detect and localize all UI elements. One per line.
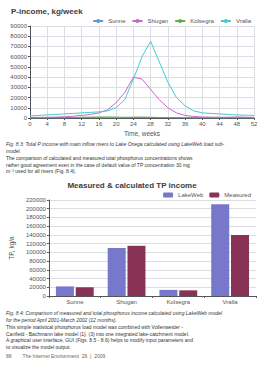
svg-text:70000: 70000	[10, 43, 27, 49]
svg-text:Time, weeks: Time, weeks	[124, 130, 161, 137]
svg-text:m⁻³ used for all rivers (Fig.: m⁻³ used for all rivers (Fig. 8.4).	[6, 168, 76, 174]
svg-text:40: 40	[199, 121, 206, 127]
svg-text:LakeWeb: LakeWeb	[178, 192, 204, 198]
svg-text:rather good agreement even in: rather good agreement even in the case o…	[6, 162, 190, 168]
svg-text:30000: 30000	[10, 84, 27, 90]
svg-text:Fig. 8.4: Comparison of measur: Fig. 8.4: Comparison of measured and tot…	[6, 310, 223, 316]
svg-text:to visualize the model output.: to visualize the model output.	[6, 344, 71, 350]
svg-text:28: 28	[147, 121, 154, 127]
svg-text:Vralla: Vralla	[236, 18, 252, 24]
svg-text:220000: 220000	[26, 197, 47, 203]
svg-text:A graphical user interface, GU: A graphical user interface, GUI (Figs. 8…	[6, 337, 193, 343]
svg-text:Shugan: Shugan	[116, 299, 137, 305]
svg-text:model.: model.	[6, 148, 21, 154]
svg-text:P-income, kg/week: P-income, kg/week	[11, 7, 83, 16]
svg-text:32: 32	[165, 121, 172, 127]
svg-text:80000: 80000	[10, 33, 27, 39]
svg-text:200000: 200000	[26, 206, 47, 212]
svg-text:TP, kg/a: TP, kg/a	[8, 236, 16, 260]
svg-text:12: 12	[78, 121, 85, 127]
svg-text:24: 24	[130, 121, 137, 127]
svg-text:140000: 140000	[26, 232, 47, 238]
svg-text:0: 0	[24, 115, 28, 121]
svg-text:80000: 80000	[29, 258, 46, 264]
svg-text:Sunne: Sunne	[66, 299, 84, 305]
svg-text:20: 20	[113, 121, 120, 127]
svg-text:Kolsegra: Kolsegra	[190, 18, 214, 24]
svg-text:0: 0	[43, 293, 47, 299]
svg-text:This simple statistical phosph: This simple statistical phosphorus load …	[6, 324, 183, 330]
svg-text:Kolsegra: Kolsegra	[167, 299, 191, 305]
svg-text:Vralla: Vralla	[223, 299, 239, 305]
svg-text:160000: 160000	[26, 223, 47, 229]
svg-text:36: 36	[182, 121, 189, 127]
svg-text:52: 52	[251, 121, 258, 127]
svg-text:180000: 180000	[26, 214, 47, 220]
svg-text:20000: 20000	[10, 95, 27, 101]
svg-text:40000: 40000	[29, 276, 46, 282]
svg-text:120000: 120000	[26, 241, 47, 247]
svg-text:The comparison of calculated a: The comparison of calculated and measure…	[6, 155, 193, 161]
svg-text:60000: 60000	[29, 267, 46, 273]
svg-text:Shugan: Shugan	[148, 18, 169, 24]
svg-text:Measured & calculated TP incom: Measured & calculated TP income	[67, 181, 197, 190]
svg-text:Fig. 8.3: Total P income with: Fig. 8.3: Total P income with main inflo…	[6, 141, 225, 147]
svg-text:10000: 10000	[10, 105, 27, 111]
svg-text:100000: 100000	[26, 249, 47, 255]
svg-text:44: 44	[216, 121, 223, 127]
svg-text:16: 16	[96, 121, 103, 127]
svg-text:50000: 50000	[10, 64, 27, 70]
svg-text:4: 4	[46, 121, 50, 127]
svg-text:88 The Internet Environ: 88 The Internet Environment 26 | 2009	[6, 353, 106, 359]
svg-text:90000: 90000	[10, 23, 27, 29]
svg-text:48: 48	[233, 121, 240, 127]
svg-text:0: 0	[28, 121, 32, 127]
svg-text:Sunne: Sunne	[108, 18, 126, 24]
svg-text:60000: 60000	[10, 54, 27, 60]
svg-text:40000: 40000	[10, 74, 27, 80]
svg-text:for the period April 2001-Marc: for the period April 2001-March 2002 (12…	[6, 317, 117, 323]
svg-text:Canfield - Bachmann lake model: Canfield - Bachmann lake model (1), (3) …	[6, 331, 189, 337]
svg-text:Measured: Measured	[224, 192, 251, 198]
svg-text:8: 8	[63, 121, 67, 127]
svg-text:20000: 20000	[29, 284, 46, 290]
